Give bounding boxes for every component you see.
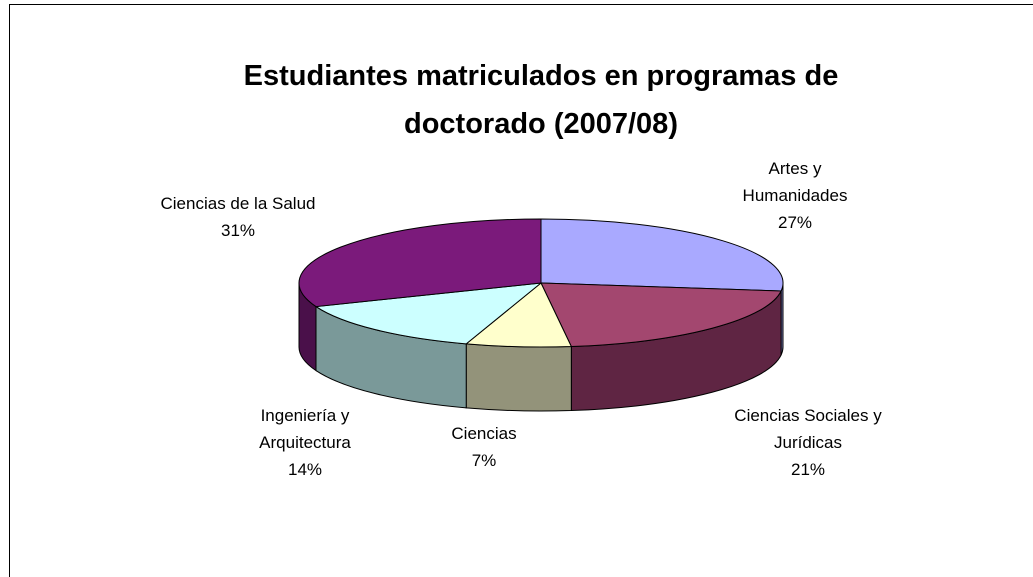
data-label-value: 14% — [287, 460, 323, 479]
pie-slice — [464, 282, 573, 348]
data-label-category: Ciencias de la Salud — [160, 194, 316, 213]
data-label: Ciencias 7% — [424, 420, 544, 474]
pie-slice — [314, 282, 543, 345]
chart-title-box: Estudiantes matriculados en programas de… — [141, 52, 941, 148]
data-label-category: Ingeniería y Arquitectura — [259, 406, 351, 452]
data-label-value: 7% — [471, 451, 497, 470]
pie-slice — [540, 282, 782, 348]
data-label: Ingeniería y Arquitectura 14% — [240, 402, 370, 483]
data-label: Ciencias Sociales y Jurídicas 21% — [708, 402, 908, 483]
data-label-category: Artes y Humanidades — [742, 159, 848, 205]
data-label-value: 31% — [220, 221, 256, 240]
chart-frame — [9, 4, 1033, 577]
pie-slice-side — [465, 343, 572, 412]
data-label-value: 21% — [790, 460, 826, 479]
data-label-category: Ciencias Sociales y Jurídicas — [734, 406, 882, 452]
pie-slice — [540, 218, 784, 292]
pie-slice — [298, 218, 542, 308]
data-label-category: Ciencias — [451, 424, 517, 443]
data-label: Ciencias de la Salud 31% — [123, 190, 353, 244]
data-label-value: 27% — [777, 213, 813, 232]
chart-title: Estudiantes matriculados en programas de… — [243, 60, 839, 140]
data-label: Artes y Humanidades 27% — [730, 155, 860, 236]
